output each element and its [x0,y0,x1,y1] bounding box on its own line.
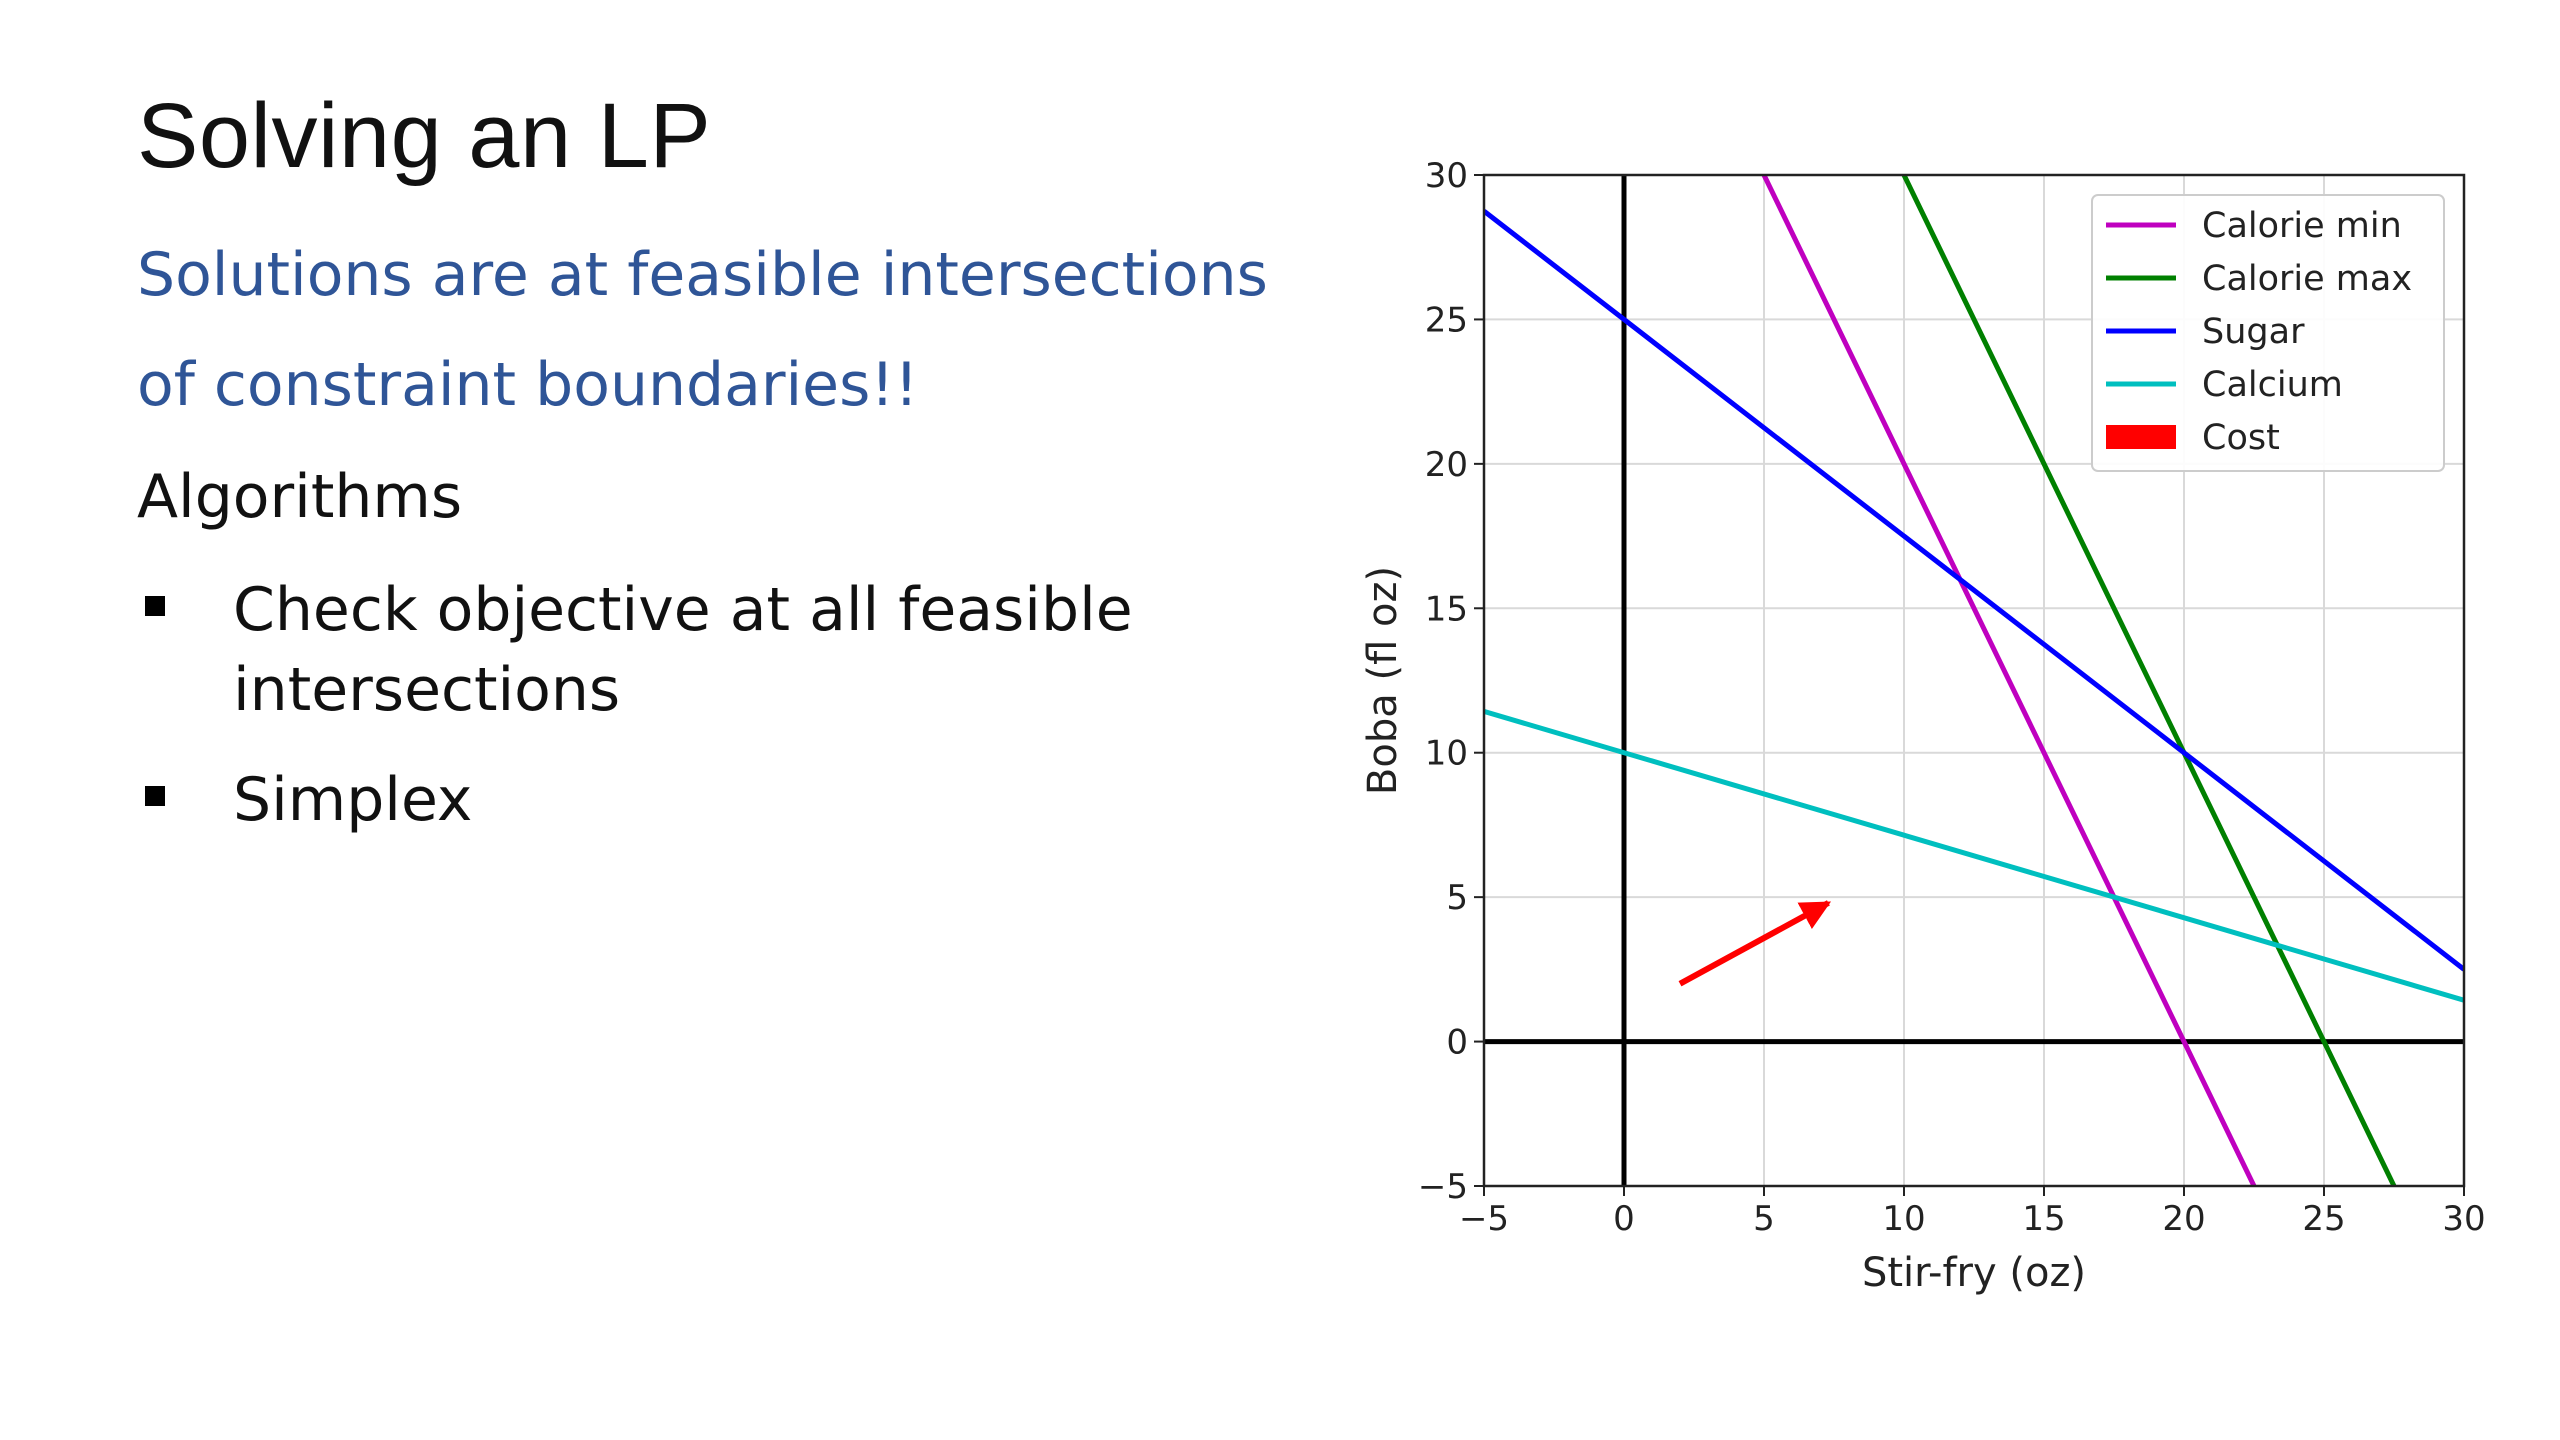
bullet-list: Check objective at all feasible intersec… [137,570,1333,870]
x-axis-label: Stir-fry (oz) [1862,1250,2086,1296]
series-line-calorie-max [1901,175,2397,1186]
subtitle-line-1: Solutions are at feasible intersections [137,240,1268,310]
x-tick-label: 25 [2302,1199,2345,1239]
square-bullet-icon [145,596,165,616]
x-tick-label: 15 [2022,1199,2065,1239]
y-tick-label: 15 [1425,589,1468,629]
legend-label: Calcium [2202,365,2343,405]
section-heading: Algorithms [137,462,463,532]
bullet-item-simplex: Simplex [137,760,1333,840]
cost-arrow [1678,900,1832,987]
x-tick-label: 10 [1882,1199,1925,1239]
legend-box [2091,194,2445,472]
series-line-calcium [1484,709,2464,1003]
subtitle-line-2: of constraint boundaries!! [137,350,919,420]
legend-label: Cost [2202,418,2280,458]
y-tick-label: 5 [1446,878,1468,918]
series-line-calorie-min [1761,175,2257,1186]
x-tick-label: 5 [1753,1199,1775,1239]
legend-label: Calorie max [2202,259,2412,299]
y-tick-label: 20 [1425,445,1468,485]
y-tick-label: −5 [1418,1167,1468,1207]
x-tick-label: 30 [2442,1199,2485,1239]
legend-swatch-cost [2106,425,2176,449]
y-tick-label: 10 [1425,734,1468,774]
y-tick-label: 0 [1446,1023,1468,1063]
series-line-sugar [1484,209,2464,972]
slide-title: Solving an LP [137,85,712,187]
y-tick-label: 25 [1425,300,1468,340]
y-tick-label: 30 [1425,156,1468,196]
bullet-text: Simplex [233,765,473,835]
bullet-item-check-objective: Check objective at all feasible intersec… [137,570,1333,730]
x-tick-label: 0 [1613,1199,1635,1239]
legend-label: Calorie min [2202,206,2402,246]
legend-label: Sugar [2202,312,2305,352]
bullet-text: Check objective at all feasible intersec… [233,575,1133,725]
plot-frame [1482,173,2466,1188]
square-bullet-icon [145,786,165,806]
x-tick-label: 20 [2162,1199,2205,1239]
y-axis-label: Boba (fl oz) [1360,566,1406,795]
x-tick-label: −5 [1459,1199,1509,1239]
